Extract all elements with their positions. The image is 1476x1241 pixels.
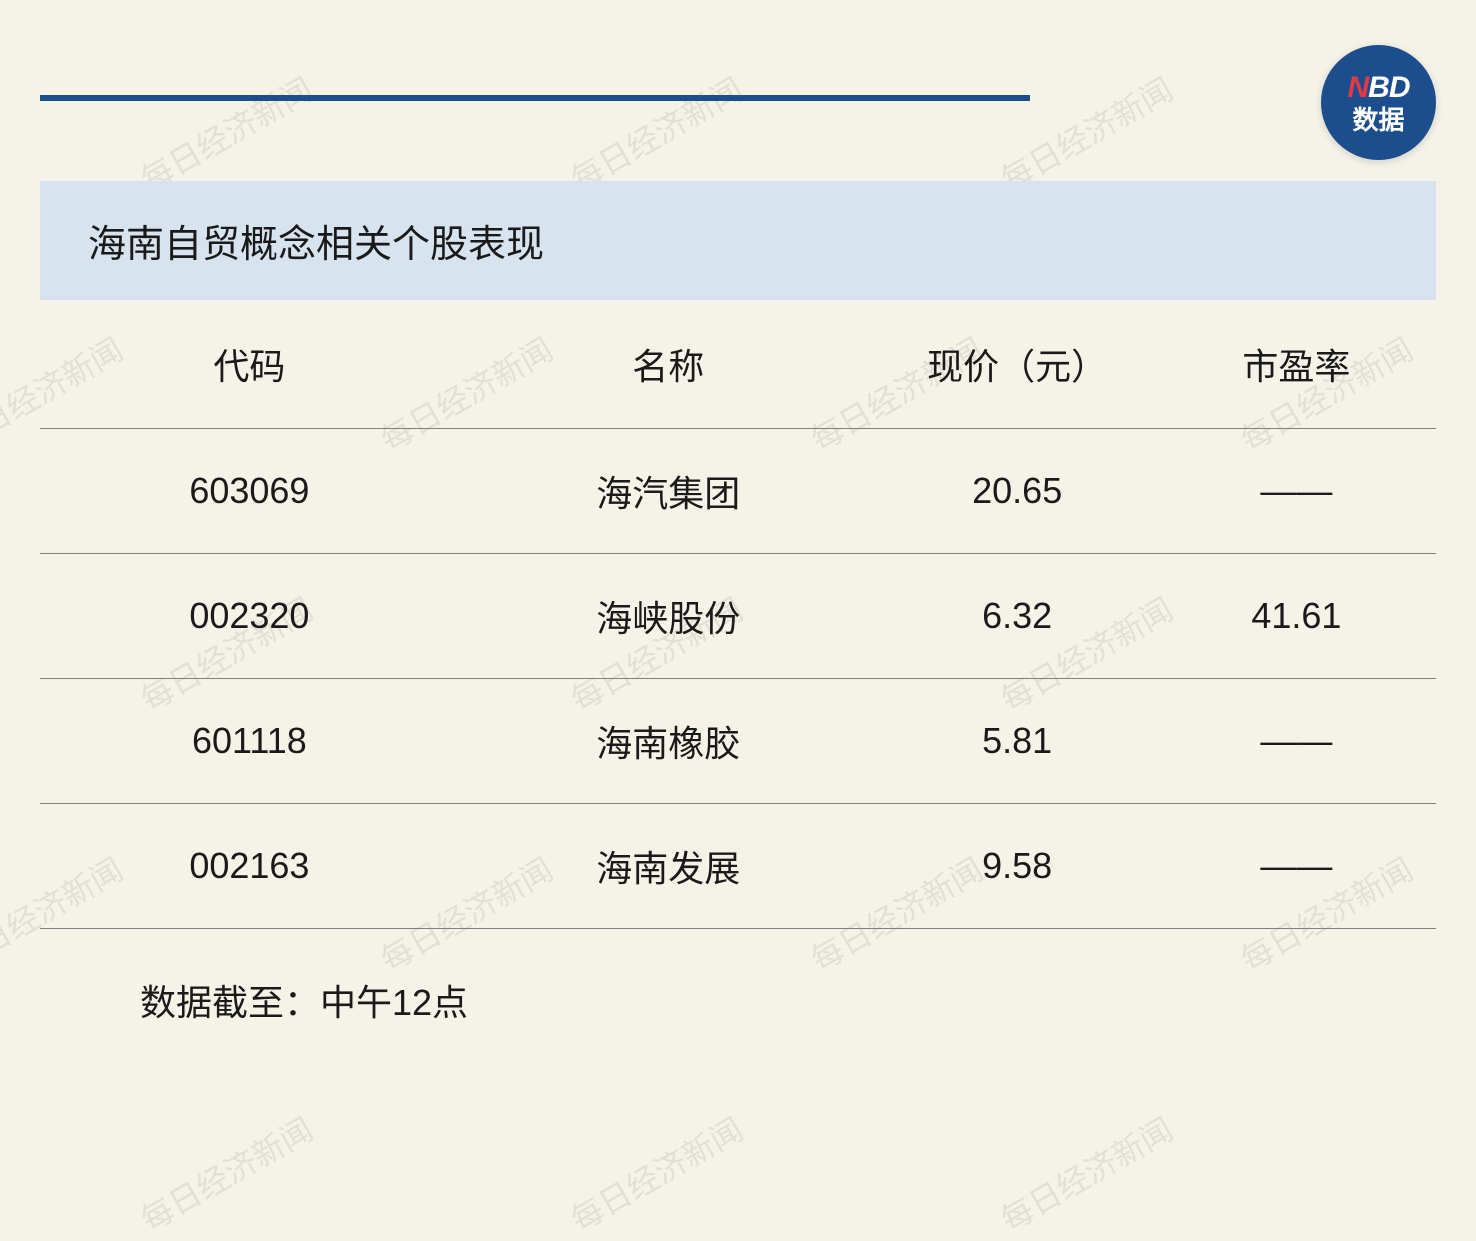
cell-code: 002320	[40, 554, 459, 679]
cell-price: 20.65	[878, 429, 1157, 554]
cell-price: 6.32	[878, 554, 1157, 679]
col-header-price: 现价（元）	[878, 300, 1157, 429]
col-header-pe: 市盈率	[1157, 300, 1436, 429]
stock-table: 代码 名称 现价（元） 市盈率 603069 海汽集团 20.65 —— 002…	[40, 300, 1436, 929]
cell-price: 5.81	[878, 679, 1157, 804]
watermark: 每日经济新闻	[991, 1105, 1180, 1241]
cell-code: 002163	[40, 804, 459, 929]
table-title: 海南自贸概念相关个股表现	[40, 181, 1436, 300]
cell-name: 海南发展	[459, 804, 878, 929]
logo-bd: BD	[1368, 71, 1409, 104]
watermark: 每日经济新闻	[561, 1105, 750, 1241]
footer-note: 数据截至：中午12点	[40, 974, 1436, 1026]
cell-pe: ——	[1157, 804, 1436, 929]
nbd-logo-badge: NBD 数据	[1321, 45, 1436, 160]
cell-pe: ——	[1157, 429, 1436, 554]
cell-name: 海南橡胶	[459, 679, 878, 804]
col-header-code: 代码	[40, 300, 459, 429]
table-row: 601118 海南橡胶 5.81 ——	[40, 679, 1436, 804]
cell-price: 9.58	[878, 804, 1157, 929]
top-divider	[40, 95, 1030, 101]
logo-n: N	[1347, 71, 1368, 104]
cell-pe: 41.61	[1157, 554, 1436, 679]
table-header-row: 代码 名称 现价（元） 市盈率	[40, 300, 1436, 429]
logo-top-text: NBD	[1347, 73, 1409, 103]
table-row: 603069 海汽集团 20.65 ——	[40, 429, 1436, 554]
table-row: 002320 海峡股份 6.32 41.61	[40, 554, 1436, 679]
cell-name: 海峡股份	[459, 554, 878, 679]
cell-code: 601118	[40, 679, 459, 804]
watermark: 每日经济新闻	[131, 1105, 320, 1241]
cell-code: 603069	[40, 429, 459, 554]
cell-name: 海汽集团	[459, 429, 878, 554]
main-container: NBD 数据 海南自贸概念相关个股表现 代码 名称 现价（元） 市盈率 6030…	[0, 0, 1476, 1066]
table-row: 002163 海南发展 9.58 ——	[40, 804, 1436, 929]
col-header-name: 名称	[459, 300, 878, 429]
logo-bottom-text: 数据	[1352, 107, 1404, 133]
cell-pe: ——	[1157, 679, 1436, 804]
